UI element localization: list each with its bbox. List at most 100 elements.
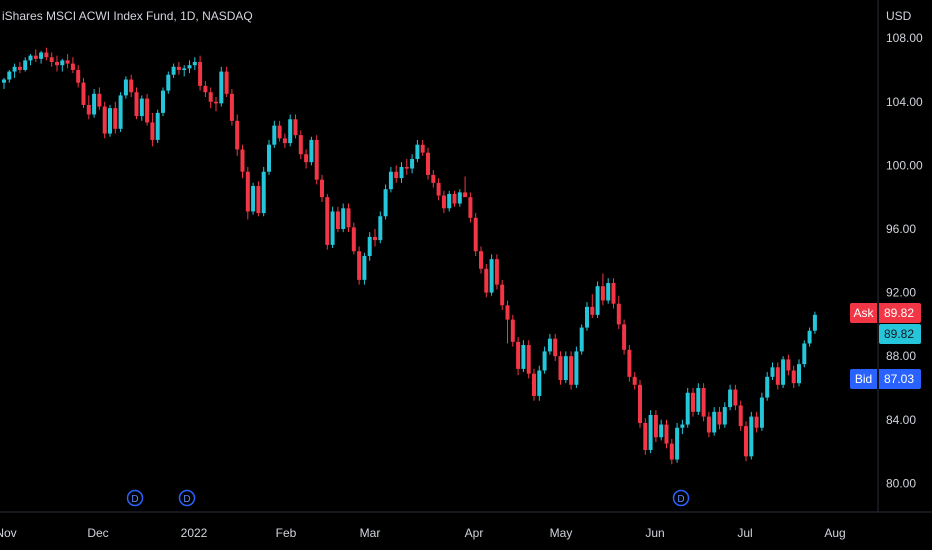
candlestick-series: [2, 47, 817, 465]
candle: [267, 139, 271, 175]
candle-body: [113, 108, 118, 129]
candle-body: [70, 63, 75, 70]
time-tick-label: Jun: [645, 526, 664, 540]
candle-body: [749, 416, 754, 457]
candle-body: [219, 71, 224, 104]
time-tick-label: Dec: [87, 526, 108, 540]
candle: [235, 114, 240, 156]
candle: [452, 190, 457, 207]
price-tick-label: 88.00: [886, 349, 916, 363]
ask-label: Ask: [850, 303, 877, 323]
candle-body: [171, 66, 176, 75]
candle: [39, 50, 44, 64]
candle-body: [208, 92, 213, 102]
candle-body: [81, 82, 86, 105]
time-axis[interactable]: Nov Dec 2022 Feb Mar Apr May Jun Jul Aug: [0, 526, 846, 540]
candle: [256, 181, 261, 217]
ask-price-tag: 89.82: [879, 303, 921, 323]
candle: [701, 383, 706, 422]
dividend-marker-icon[interactable]: D: [126, 489, 144, 507]
candle: [251, 182, 256, 215]
candle-body: [399, 166, 404, 179]
bid-price-tag: 87.03: [879, 369, 921, 389]
candle: [638, 380, 642, 428]
candle: [447, 190, 452, 212]
candle: [759, 392, 764, 431]
candle: [563, 351, 568, 384]
candle-body: [224, 71, 229, 94]
candle-body: [797, 364, 801, 384]
candle: [139, 95, 144, 121]
dividend-marker-icon[interactable]: D: [178, 489, 196, 507]
candle: [669, 438, 674, 465]
candle-body: [325, 197, 330, 245]
candle: [123, 76, 128, 99]
candle: [2, 77, 6, 90]
candle-body: [298, 135, 303, 155]
candle: [648, 410, 653, 454]
candle: [23, 57, 28, 72]
last-price-tag: 89.82: [879, 324, 921, 344]
candle: [282, 133, 287, 148]
candle-body: [606, 283, 611, 301]
candle: [86, 95, 91, 120]
candle-body: [802, 343, 807, 365]
dividend-marker-icon[interactable]: D: [672, 489, 690, 507]
candle-body: [696, 387, 701, 412]
candle: [404, 159, 409, 175]
time-tick-label: 2022: [181, 526, 208, 540]
candle-body: [39, 52, 44, 59]
candle: [203, 81, 208, 97]
candle: [97, 87, 102, 110]
candle: [192, 57, 197, 70]
candle-body: [765, 376, 770, 398]
candle-body: [611, 283, 616, 304]
candle: [786, 354, 791, 376]
price-axis[interactable]: 108.00 104.00 100.00 96.00 92.00 88.00 84.00 80…: [886, 31, 923, 490]
candle-body: [415, 144, 420, 160]
candle: [775, 362, 780, 390]
candle: [611, 278, 616, 309]
candle-body: [97, 93, 102, 107]
candle-body: [293, 119, 298, 136]
candle-body: [150, 122, 155, 140]
candle-body: [643, 422, 648, 450]
candle-body: [600, 286, 605, 301]
candle: [441, 190, 446, 214]
candle-body: [516, 341, 521, 369]
candle-body: [770, 367, 775, 377]
candle-body: [335, 211, 340, 229]
candle-body: [28, 55, 33, 61]
candle: [542, 346, 547, 374]
candle: [166, 71, 171, 94]
candle-body: [272, 125, 277, 145]
candle-body: [309, 139, 314, 163]
candle: [373, 228, 377, 247]
candle-body: [108, 108, 112, 134]
candle-body: [7, 71, 12, 80]
candle: [330, 206, 335, 249]
candle-body: [468, 197, 473, 218]
candle: [600, 273, 605, 306]
candle-body: [49, 57, 54, 63]
candle: [245, 166, 250, 220]
candle: [510, 314, 515, 347]
candle-body: [362, 256, 367, 280]
candle-body: [648, 415, 653, 450]
candle-body: [701, 387, 706, 417]
candle: [129, 74, 134, 97]
candle-body: [134, 92, 139, 117]
candle: [457, 189, 462, 207]
candle-body: [166, 74, 171, 91]
candle-body: [187, 65, 192, 69]
candle-body: [86, 104, 91, 115]
candle-body: [537, 370, 542, 396]
price-tick-label: 108.00: [886, 31, 923, 45]
candle: [155, 109, 160, 144]
candle-body: [102, 106, 107, 134]
candle-body: [426, 152, 430, 175]
candle: [494, 254, 499, 290]
candle: [108, 104, 112, 137]
candle-body: [404, 166, 409, 169]
